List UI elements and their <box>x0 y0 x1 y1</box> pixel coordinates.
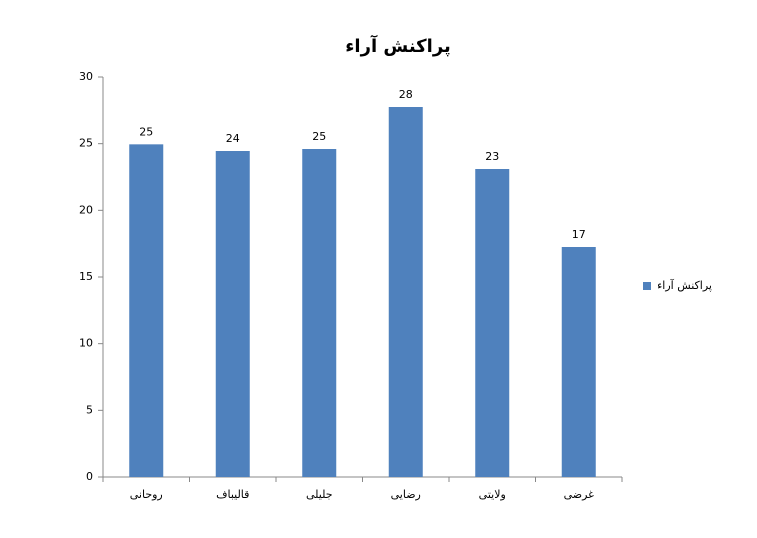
y-tick-label: 15 <box>79 270 93 283</box>
bar <box>129 144 164 478</box>
x-tick-label: غرضی <box>564 488 595 501</box>
x-tick-label: ولایتی <box>479 488 506 501</box>
data-label: 28 <box>399 88 413 101</box>
y-tick-label: 25 <box>79 137 93 150</box>
chart-title: پراکنش آراء <box>345 34 451 57</box>
y-tick-label: 20 <box>79 203 93 216</box>
y-tick-label: 30 <box>79 70 93 83</box>
bar <box>215 151 250 477</box>
data-label: 25 <box>139 125 153 138</box>
bar <box>475 169 510 477</box>
y-tick-label: 0 <box>86 470 93 483</box>
y-tick-label: 5 <box>86 403 93 416</box>
bar <box>302 149 337 477</box>
data-label: 25 <box>312 130 326 143</box>
x-tick-label: رضایی <box>391 488 421 501</box>
y-tick-label: 10 <box>79 337 93 350</box>
x-tick-label: جلیلی <box>306 488 333 501</box>
bar <box>561 247 596 477</box>
legend-label: پراکنش آراء <box>657 278 712 292</box>
x-tick-label: روحانی <box>130 488 163 501</box>
x-tick-label: قالیباف <box>216 488 249 501</box>
data-label: 24 <box>226 132 240 145</box>
data-label: 23 <box>485 150 499 163</box>
data-label: 17 <box>572 228 586 241</box>
bar <box>388 107 423 477</box>
legend-swatch <box>643 282 651 290</box>
